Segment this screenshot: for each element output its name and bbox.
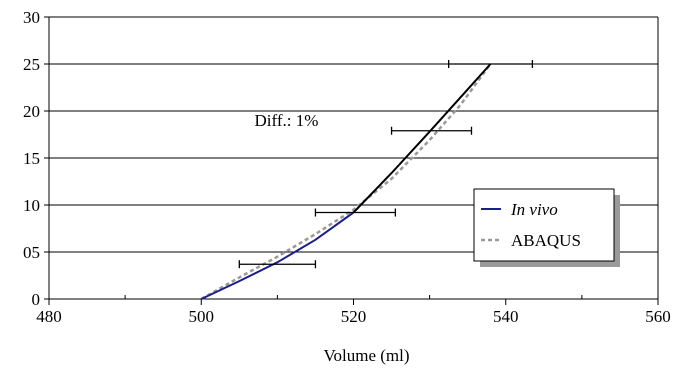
legend: In vivo ABAQUS [473, 188, 620, 267]
y-tick-label: 20 [23, 102, 40, 121]
legend-label-abaqus: ABAQUS [511, 231, 581, 250]
annotations: Diff.: 1% [255, 111, 319, 130]
series [200, 63, 492, 301]
x-tick-label: 560 [645, 307, 671, 326]
legend-box [473, 188, 615, 262]
y-tick-label: 15 [23, 149, 40, 168]
y-tick-label: 25 [23, 55, 40, 74]
x-tick-label: 480 [36, 307, 62, 326]
y-tick-label: 0 [32, 290, 41, 309]
series-line-in-vivo-segment-0 [200, 211, 355, 300]
y-tick-label: 05 [23, 243, 40, 262]
x-tick-label: 540 [493, 307, 519, 326]
legend-label-in-vivo: In vivo [510, 200, 558, 219]
x-axis-title: Volume (ml) [323, 346, 409, 365]
annotation-diff: Diff.: 1% [255, 111, 319, 130]
series-line-abaqus [200, 63, 492, 301]
tick-labels: 0 05 10 15 20 25 30 480 500 520 540 560 [23, 8, 671, 326]
axes [44, 16, 659, 305]
y-tick-label: 10 [23, 196, 40, 215]
y-tick-label: 30 [23, 8, 40, 27]
series-line-in-vivo-segment-1 [352, 63, 492, 214]
error-bars [238, 60, 534, 269]
x-tick-label: 520 [341, 307, 367, 326]
x-tick-label: 500 [189, 307, 215, 326]
